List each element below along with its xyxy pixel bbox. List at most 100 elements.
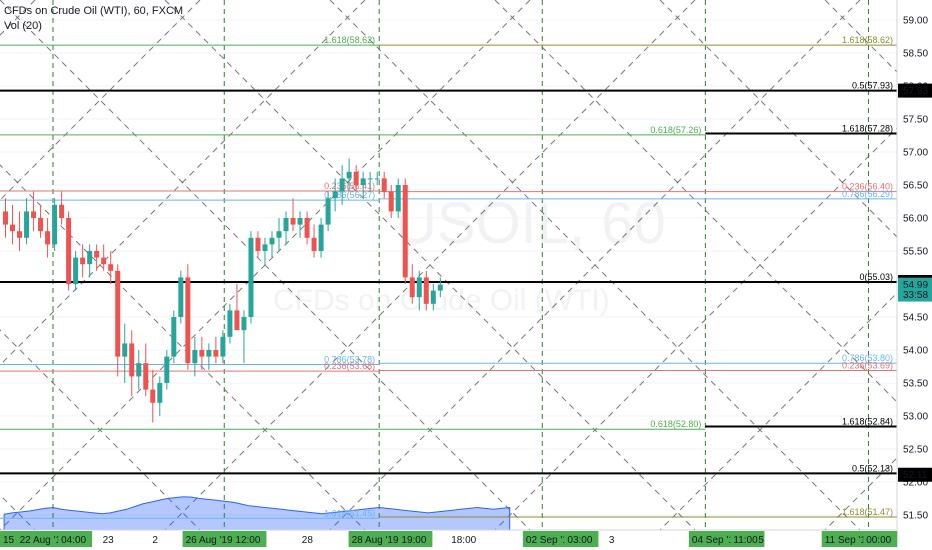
candle-body (423, 277, 429, 304)
time-label-highlight (398, 531, 433, 547)
candle-body (269, 237, 275, 245)
candle-body (241, 317, 247, 331)
gann-diagonal-down (494, 0, 932, 438)
time-tick-label: 11:00 (733, 535, 758, 546)
candle-body (3, 211, 9, 225)
time-tick-label: 28 Aug '19 (352, 535, 399, 546)
candle-body (255, 237, 261, 251)
fib-level-label: 0.236(53.69) (842, 360, 893, 370)
candle-body (59, 204, 65, 218)
gann-diagonal-up (0, 0, 201, 201)
candle-body (325, 198, 331, 225)
fib-level-label: 0(55.03) (859, 272, 893, 282)
candle-body (318, 224, 324, 251)
time-tick-label: 00:00 (866, 535, 891, 546)
candle-body (101, 257, 107, 265)
time-tick-label: 28 (302, 535, 314, 546)
candle-body (388, 191, 394, 212)
time-tick-label: 04 Sep '19 (692, 535, 740, 546)
price-tick-label: 58.50 (903, 49, 928, 60)
time-tick-label: 03:00 (567, 535, 592, 546)
candle-body (80, 257, 86, 265)
fib-level-label: 0.786(56.27) (324, 190, 375, 200)
time-tick-label: 3 (609, 535, 615, 546)
candle-body (136, 363, 142, 377)
candle-body (395, 185, 401, 212)
fib-level-label: 1.618(51.47) (842, 507, 893, 517)
candle-body (332, 191, 338, 199)
fib-level-label: 0.618(52.80) (650, 419, 701, 429)
candle-body (108, 264, 114, 271)
candle-body (227, 310, 233, 337)
candle-body (234, 310, 240, 331)
time-tick-label: 26 Aug '19 (186, 535, 233, 546)
fib-level-label: 0.786(53.78) (324, 355, 375, 365)
gann-diagonal-down (0, 164, 366, 531)
candle-body (276, 231, 282, 238)
price-tick-label: 54.00 (903, 346, 928, 357)
candle-body (52, 204, 58, 245)
candle-body (10, 224, 16, 232)
fib-level-label: 0.236(56.41) (324, 181, 375, 191)
fib-level-label: 1.618(58.62) (324, 35, 375, 45)
time-tick-label: 15 A (3, 535, 23, 546)
candle-body (402, 185, 408, 278)
time-tick-label: 02 Sep '19 (526, 535, 574, 546)
gann-diagonal-up (0, 0, 366, 366)
fib-level-label: 0.786(53.80) (842, 353, 893, 363)
candle-body (150, 389, 156, 403)
gann-diagonal-down (659, 0, 932, 273)
candle-body (353, 171, 359, 185)
symbol-watermark: USOIL, 60 (395, 191, 666, 256)
candle-body (374, 178, 380, 180)
price-badge (898, 83, 932, 98)
candle-body (178, 277, 184, 317)
fib-level-label: 1.618(52.84) (842, 417, 893, 427)
fib-level-label: 1.618(51.45) (324, 508, 375, 518)
time-tick-label: 12:00 (235, 535, 260, 546)
price-badge-label: 33:58 (903, 290, 928, 301)
chart-title[interactable]: CFDs on Crude Oil (WTI), 60, FXCM (4, 5, 184, 17)
fib-level-label: 0.236(56.40) (842, 182, 893, 192)
price-tick-label: 54.50 (903, 313, 928, 324)
candle-body (311, 237, 317, 251)
price-tick-label: 52.00 (903, 478, 928, 489)
candle-body (143, 363, 149, 390)
gann-diagonal-up (329, 0, 861, 531)
candle-body (381, 178, 387, 192)
candle-body (17, 231, 23, 238)
time-tick-label: 04:00 (61, 535, 86, 546)
candle-body (38, 218, 44, 232)
volume-area (3, 496, 511, 531)
candle-body (185, 277, 191, 364)
price-badge (898, 287, 932, 302)
volume-indicator-label[interactable]: Vol (20) (4, 20, 42, 32)
time-tick-label: 5 (758, 535, 764, 546)
candle-body (416, 277, 422, 298)
time-label-highlight (348, 531, 411, 547)
gann-diagonal-down (0, 494, 36, 531)
candle-body (367, 178, 373, 180)
candle-body (192, 350, 198, 364)
fib-level-label: 1.618(57.28) (842, 124, 893, 134)
time-tick-label: 23 (103, 535, 115, 546)
candle-body (157, 383, 163, 403)
price-tick-label: 51.50 (903, 511, 928, 522)
price-tick-label: 53.50 (903, 379, 928, 390)
fib-level-label: 0.5(57.93) (852, 81, 893, 91)
price-badge (898, 467, 932, 482)
fib-level-label: 0.236(53.68) (324, 361, 375, 371)
candle-body (73, 257, 79, 284)
time-label-highlight (232, 531, 267, 547)
candle-body (66, 218, 72, 284)
gann-diagonal-up (494, 92, 932, 531)
time-tick-label: 19:00 (401, 535, 426, 546)
gann-diagonal-up (0, 0, 531, 531)
candle-body (206, 350, 212, 357)
fib-level-label: 1.618(58.62) (842, 35, 893, 45)
fib-level-label: 0.786(56.29) (842, 189, 893, 199)
candle-body (304, 218, 310, 238)
candle-body (437, 284, 443, 291)
